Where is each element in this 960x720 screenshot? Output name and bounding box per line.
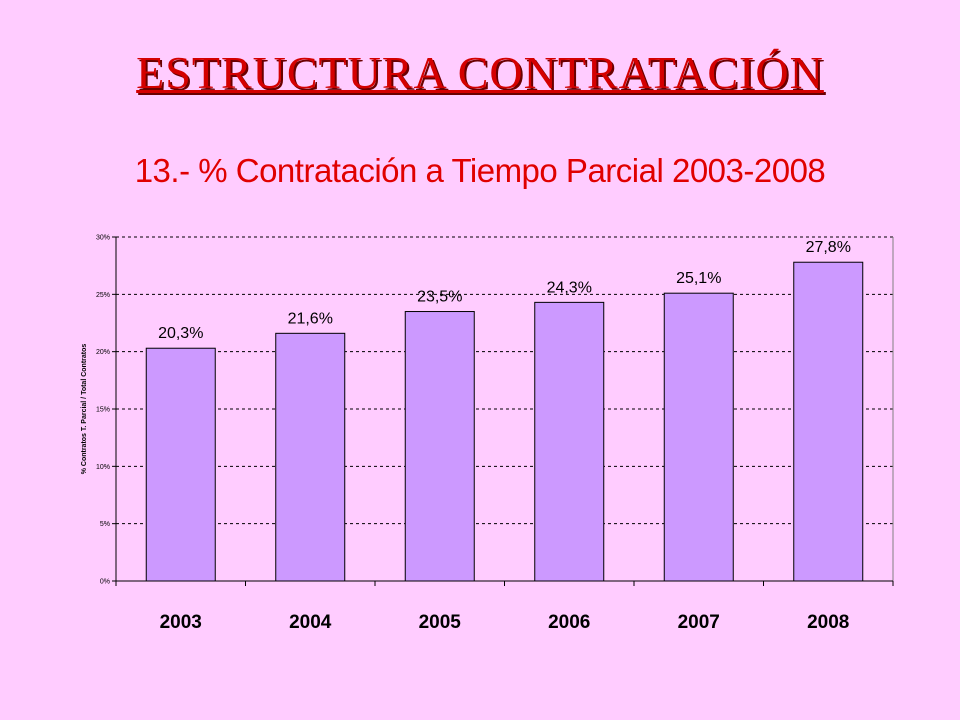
x-tick-label-2008: 2008 <box>807 612 849 633</box>
bar-2007 <box>663 292 734 582</box>
y-axis-label: % Contratos T. Parcial / Total Contratos <box>81 344 88 475</box>
slide-title: ESTRUCTURA CONTRATACIÓN <box>136 47 824 98</box>
x-tick-label-2003: 2003 <box>160 612 202 633</box>
bar-2003 <box>145 347 216 582</box>
y-tick-label: 30% <box>96 235 110 242</box>
data-label-2004: 21,6% <box>288 310 333 327</box>
bar-2004 <box>275 332 346 582</box>
data-label-2006: 24,3% <box>547 279 592 296</box>
bar-2006 <box>534 301 605 582</box>
bar-2008 <box>793 261 864 582</box>
x-tick-label-2005: 2005 <box>419 612 462 633</box>
data-label-2003: 20,3% <box>158 325 203 342</box>
y-tick-label: 5% <box>100 521 110 528</box>
y-tick-label: 10% <box>96 464 110 471</box>
y-tick-label: 0% <box>100 579 110 586</box>
bar-2005 <box>404 311 475 582</box>
x-tick-label-2007: 2007 <box>678 612 720 633</box>
y-tick-label: 25% <box>96 292 110 299</box>
x-tick-label-2006: 2006 <box>548 612 590 633</box>
data-label-2005: 23,5% <box>417 289 462 306</box>
y-tick-label: 20% <box>96 349 110 356</box>
y-tick-label: 15% <box>96 407 110 414</box>
data-label-2008: 27,8% <box>806 239 851 256</box>
data-label-2007: 25,1% <box>676 270 721 287</box>
x-tick-label-2004: 2004 <box>289 612 332 633</box>
chart-title: 13.- % Contratación a Tiempo Parcial 200… <box>134 152 826 189</box>
